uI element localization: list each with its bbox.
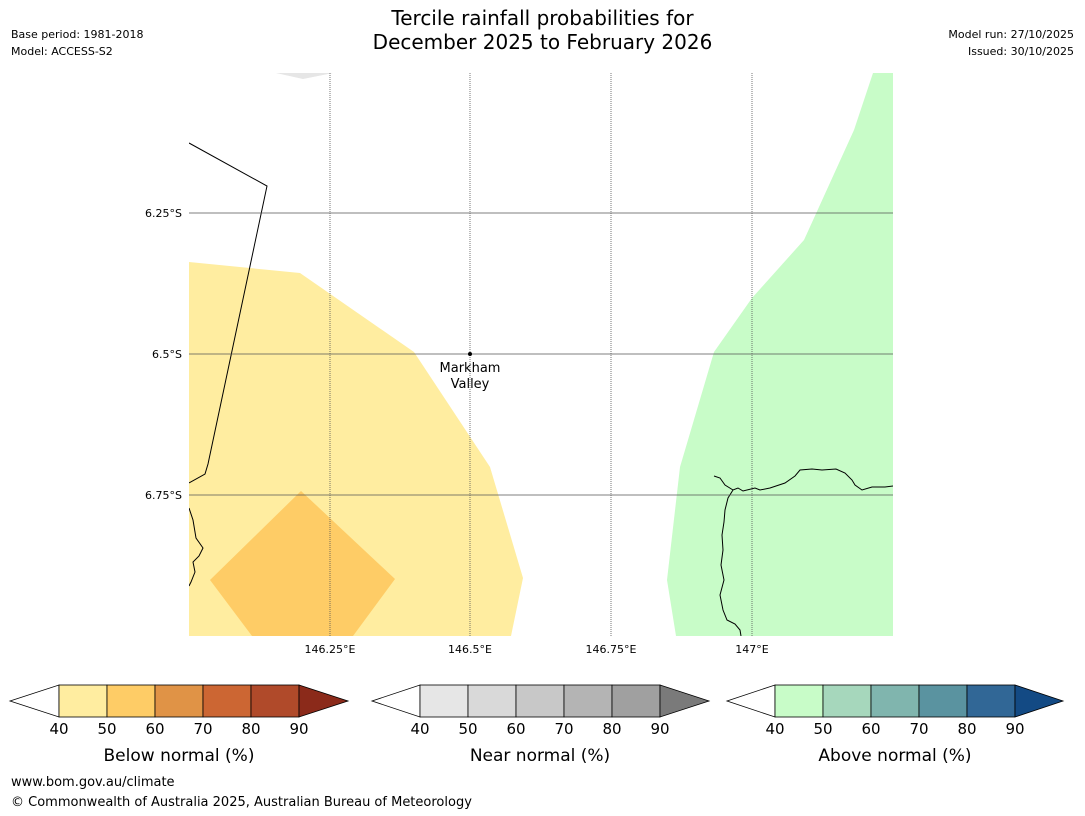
model-info: Base period: 1981-2018 Model: ACCESS-S2	[11, 26, 143, 60]
colorbar-max-extend	[298, 684, 350, 718]
title-line-2: December 2025 to February 2026	[372, 30, 713, 54]
footer-url: www.bom.gov.au/climate	[11, 775, 175, 790]
colorbar-tick: 80	[957, 720, 976, 738]
colorbar-swatch	[774, 684, 824, 718]
colorbar-tick: 40	[410, 720, 429, 738]
colorbar-tick: 60	[861, 720, 880, 738]
colorbar-swatch	[563, 684, 613, 718]
west-coastline	[189, 507, 204, 587]
run-info: Model run: 27/10/2025 Issued: 30/10/2025	[948, 26, 1074, 60]
colorbar-tick: 40	[49, 720, 68, 738]
place-name-line2: Valley	[451, 377, 490, 392]
colorbar-swatch	[870, 684, 920, 718]
colorbar-swatch	[419, 684, 469, 718]
colorbar-min-extend	[8, 684, 60, 718]
colorbar-tick: 80	[602, 720, 621, 738]
lat-label: 6.5°S	[152, 348, 182, 361]
map-area	[189, 73, 893, 636]
colorbar-tick: 90	[289, 720, 308, 738]
colorbar-label: Near normal (%)	[470, 746, 610, 766]
colorbar-above-normal: 40 50 60 70 80 90 Above normal (%)	[725, 684, 1065, 766]
colorbar-tick: 70	[909, 720, 928, 738]
colorbar-tick: 40	[765, 720, 784, 738]
colorbar-swatch	[822, 684, 872, 718]
colorbar-max-extend	[659, 684, 711, 718]
border-line	[189, 142, 268, 484]
lon-label: 146.25°E	[305, 643, 356, 656]
colorbar-tick: 50	[813, 720, 832, 738]
colorbar-tick: 80	[241, 720, 260, 738]
below-normal-50-region	[210, 491, 395, 636]
colorbar-tick: 90	[1005, 720, 1024, 738]
colorbar-swatch	[918, 684, 968, 718]
above-normal-40-region	[667, 73, 893, 636]
lat-label: 6.75°S	[145, 489, 182, 502]
colorbar-tick: 50	[97, 720, 116, 738]
colorbar-max-extend	[1014, 684, 1065, 718]
markham-valley-marker	[468, 352, 472, 356]
colorbar-tick: 70	[554, 720, 573, 738]
colorbar-label: Above normal (%)	[818, 746, 971, 766]
colorbar-swatch	[106, 684, 156, 718]
model-run: Model run: 27/10/2025	[948, 28, 1074, 41]
colorbar-swatch	[966, 684, 1016, 718]
lat-label: 6.25°S	[145, 207, 182, 220]
east-coastline	[713, 468, 893, 492]
colorbar-label: Below normal (%)	[104, 746, 255, 766]
colorbar-swatch	[611, 684, 661, 718]
colorbar-tick: 90	[650, 720, 669, 738]
colorbar-near-normal: 40 50 60 70 80 90 Near normal (%)	[370, 684, 711, 766]
lon-label: 147°E	[735, 643, 768, 656]
colorbar-below-normal: 40 50 60 70 80 90 Below normal (%)	[8, 684, 350, 766]
place-name-line1: Markham	[440, 361, 501, 376]
title-line-1: Tercile rainfall probabilities for	[391, 6, 694, 30]
colorbar-tick: 60	[506, 720, 525, 738]
lon-label: 146.75°E	[586, 643, 637, 656]
near-normal-40-region	[276, 73, 333, 79]
lon-label: 146.5°E	[448, 643, 492, 656]
river-line	[719, 489, 742, 636]
base-period: Base period: 1981-2018	[11, 28, 144, 41]
colorbar-tick: 60	[145, 720, 164, 738]
graticule	[189, 73, 893, 636]
colorbar-swatch	[58, 684, 108, 718]
model-name: Model: ACCESS-S2	[11, 45, 113, 58]
colorbar-tick: 70	[193, 720, 212, 738]
issued-date: Issued: 30/10/2025	[967, 45, 1074, 58]
colorbar-min-extend	[725, 684, 776, 718]
colorbar-tick: 50	[458, 720, 477, 738]
colorbar-min-extend	[370, 684, 421, 718]
footer-copyright: © Commonwealth of Australia 2025, Austra…	[11, 795, 472, 810]
page-title: Tercile rainfall probabilities for Decem…	[0, 6, 1085, 54]
colorbar-swatch	[467, 684, 517, 718]
colorbar-swatch	[515, 684, 565, 718]
colorbar-swatch	[250, 684, 300, 718]
colorbar-swatch	[202, 684, 252, 718]
colorbar-swatch	[154, 684, 204, 718]
